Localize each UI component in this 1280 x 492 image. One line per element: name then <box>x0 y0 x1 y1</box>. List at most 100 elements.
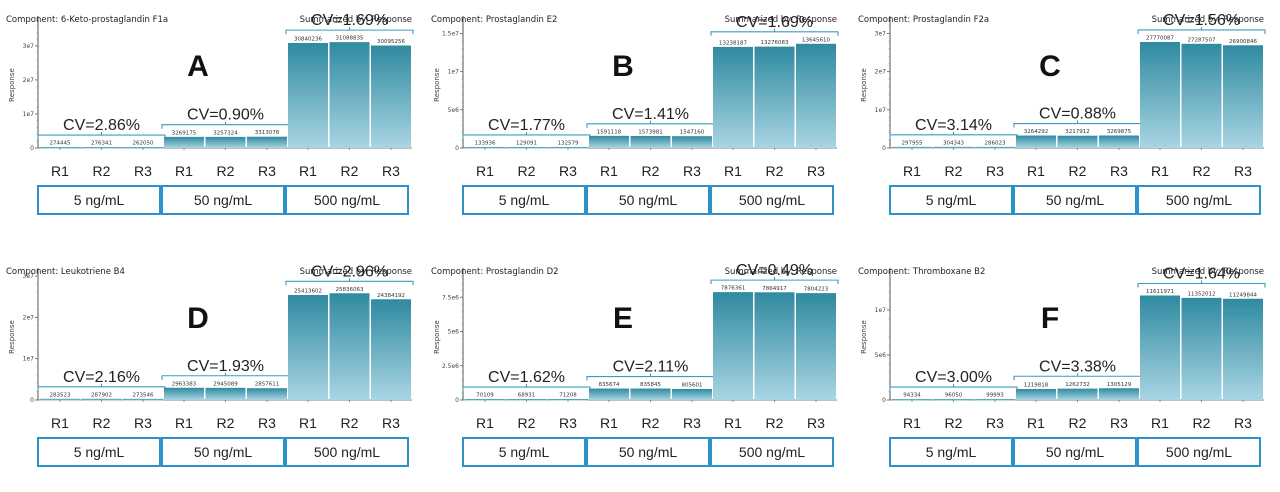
bar-value-label: 2945089 <box>213 381 238 387</box>
bar-value-label: 26900846 <box>1229 39 1257 45</box>
bar <box>713 46 753 149</box>
concentration-label: 50 ng/mL <box>194 444 253 460</box>
bar-value-label: 68931 <box>518 393 536 399</box>
bar <box>247 388 287 400</box>
replicate-label: R2 <box>217 163 235 179</box>
concentration-label: 500 ng/mL <box>314 192 380 208</box>
bar <box>288 42 328 148</box>
y-tick-label: 0 <box>882 145 886 152</box>
bar-value-label: 1547160 <box>680 130 705 136</box>
bar <box>1181 297 1222 400</box>
cv-label: CV=3.38% <box>1039 358 1116 375</box>
y-tick-label: 0 <box>30 397 34 404</box>
bar <box>81 147 122 149</box>
y-tick-label: 0 <box>882 397 886 404</box>
y-axis-label: Response <box>433 68 441 102</box>
bar-value-label: 1219818 <box>1024 383 1049 389</box>
cv-label: CV=1.69% <box>736 14 813 31</box>
bar <box>933 399 974 401</box>
bar-value-label: 94334 <box>903 393 921 399</box>
bar <box>589 135 629 148</box>
concentration-label: 5 ng/mL <box>926 192 977 208</box>
bar <box>1057 135 1098 148</box>
replicate-label: R3 <box>258 163 276 179</box>
bar <box>975 146 1015 149</box>
y-tick-label: 3e7 <box>23 273 35 280</box>
replicate-label: R1 <box>299 415 317 431</box>
bar-value-label: 835674 <box>599 382 620 388</box>
panel-letter: B <box>612 50 634 83</box>
y-axis-label: Response <box>860 320 868 354</box>
summarized-by-label: Summarized by: Response <box>300 15 412 25</box>
bar-chart: Component: 6-Keto-prostaglandin F1a Summa… <box>6 12 414 215</box>
panel-letter: E <box>613 302 633 335</box>
cv-label: CV=0.88% <box>1039 106 1116 123</box>
bar-value-label: 11249844 <box>1229 292 1257 298</box>
y-tick-label: 3e7 <box>23 43 35 50</box>
bar <box>164 136 204 148</box>
replicate-label: R1 <box>51 415 69 431</box>
replicate-label: R1 <box>175 163 193 179</box>
bar <box>589 388 629 400</box>
bar-value-label: 2857611 <box>255 382 280 388</box>
bar-value-label: 274445 <box>50 141 71 147</box>
replicate-label: R1 <box>476 415 494 431</box>
replicate-label: R1 <box>1151 163 1169 179</box>
replicate-label: R2 <box>341 163 359 179</box>
summarized-by-label: Summarized by: Response <box>300 267 412 277</box>
replicate-label: R3 <box>1234 415 1252 431</box>
cv-label: CV=2.96% <box>311 263 388 280</box>
replicate-label: R1 <box>476 163 494 179</box>
bar <box>975 399 1015 401</box>
replicate-label: R3 <box>1110 415 1128 431</box>
component-title: Component: Leukotriene B4 <box>6 267 125 277</box>
replicate-label: R2 <box>642 415 660 431</box>
bar <box>465 399 505 401</box>
replicate-label: R3 <box>559 163 577 179</box>
bar-value-label: 27770087 <box>1146 35 1174 41</box>
replicate-label: R2 <box>1069 415 1087 431</box>
bar <box>247 136 287 148</box>
concentration-label: 500 ng/mL <box>1166 444 1232 460</box>
concentration-label: 50 ng/mL <box>194 192 253 208</box>
bar <box>1016 389 1056 400</box>
bar-value-label: 132579 <box>558 140 579 146</box>
y-tick-label: 5e6 <box>448 107 460 114</box>
bar <box>630 135 671 148</box>
bar-value-label: 96050 <box>945 393 963 399</box>
replicate-label: R3 <box>1234 163 1252 179</box>
bar-value-label: 287902 <box>91 392 112 398</box>
bar-value-label: 3313078 <box>255 130 280 136</box>
bar <box>1099 135 1139 148</box>
y-axis-label: Response <box>860 68 868 102</box>
panel-b: Component: Prostaglandin E2 Summarized by… <box>425 0 850 240</box>
bar-value-label: 1573981 <box>638 129 663 135</box>
panel-letter: A <box>187 50 209 83</box>
replicate-label: R2 <box>766 163 784 179</box>
bar <box>1181 43 1222 148</box>
replicate-label: R2 <box>642 163 660 179</box>
replicate-label: R2 <box>1193 415 1211 431</box>
concentration-box <box>586 185 710 215</box>
replicate-label: R3 <box>134 415 152 431</box>
replicate-label: R2 <box>1193 163 1211 179</box>
concentration-label: 5 ng/mL <box>74 444 125 460</box>
bar-value-label: 273546 <box>133 392 154 398</box>
bar-value-label: 30840236 <box>294 36 322 42</box>
summarized-by-label: Summarized by: Response <box>1152 15 1264 25</box>
bar-value-label: 835845 <box>640 382 661 388</box>
bar-value-label: 13276083 <box>761 40 789 46</box>
bar-value-label: 286023 <box>985 140 1006 146</box>
bar <box>164 387 204 400</box>
concentration-box <box>161 437 285 467</box>
bar-value-label: 304343 <box>943 140 964 146</box>
bar <box>371 45 411 148</box>
replicate-label: R1 <box>600 415 618 431</box>
replicate-label: R2 <box>341 415 359 431</box>
concentration-label: 5 ng/mL <box>74 192 125 208</box>
bar-value-label: 7876361 <box>721 286 746 292</box>
bar <box>933 146 974 149</box>
replicate-label: R1 <box>1027 415 1045 431</box>
panel-d: Component: Leukotriene B4 Summarized by: … <box>0 252 425 492</box>
bar <box>713 292 753 400</box>
